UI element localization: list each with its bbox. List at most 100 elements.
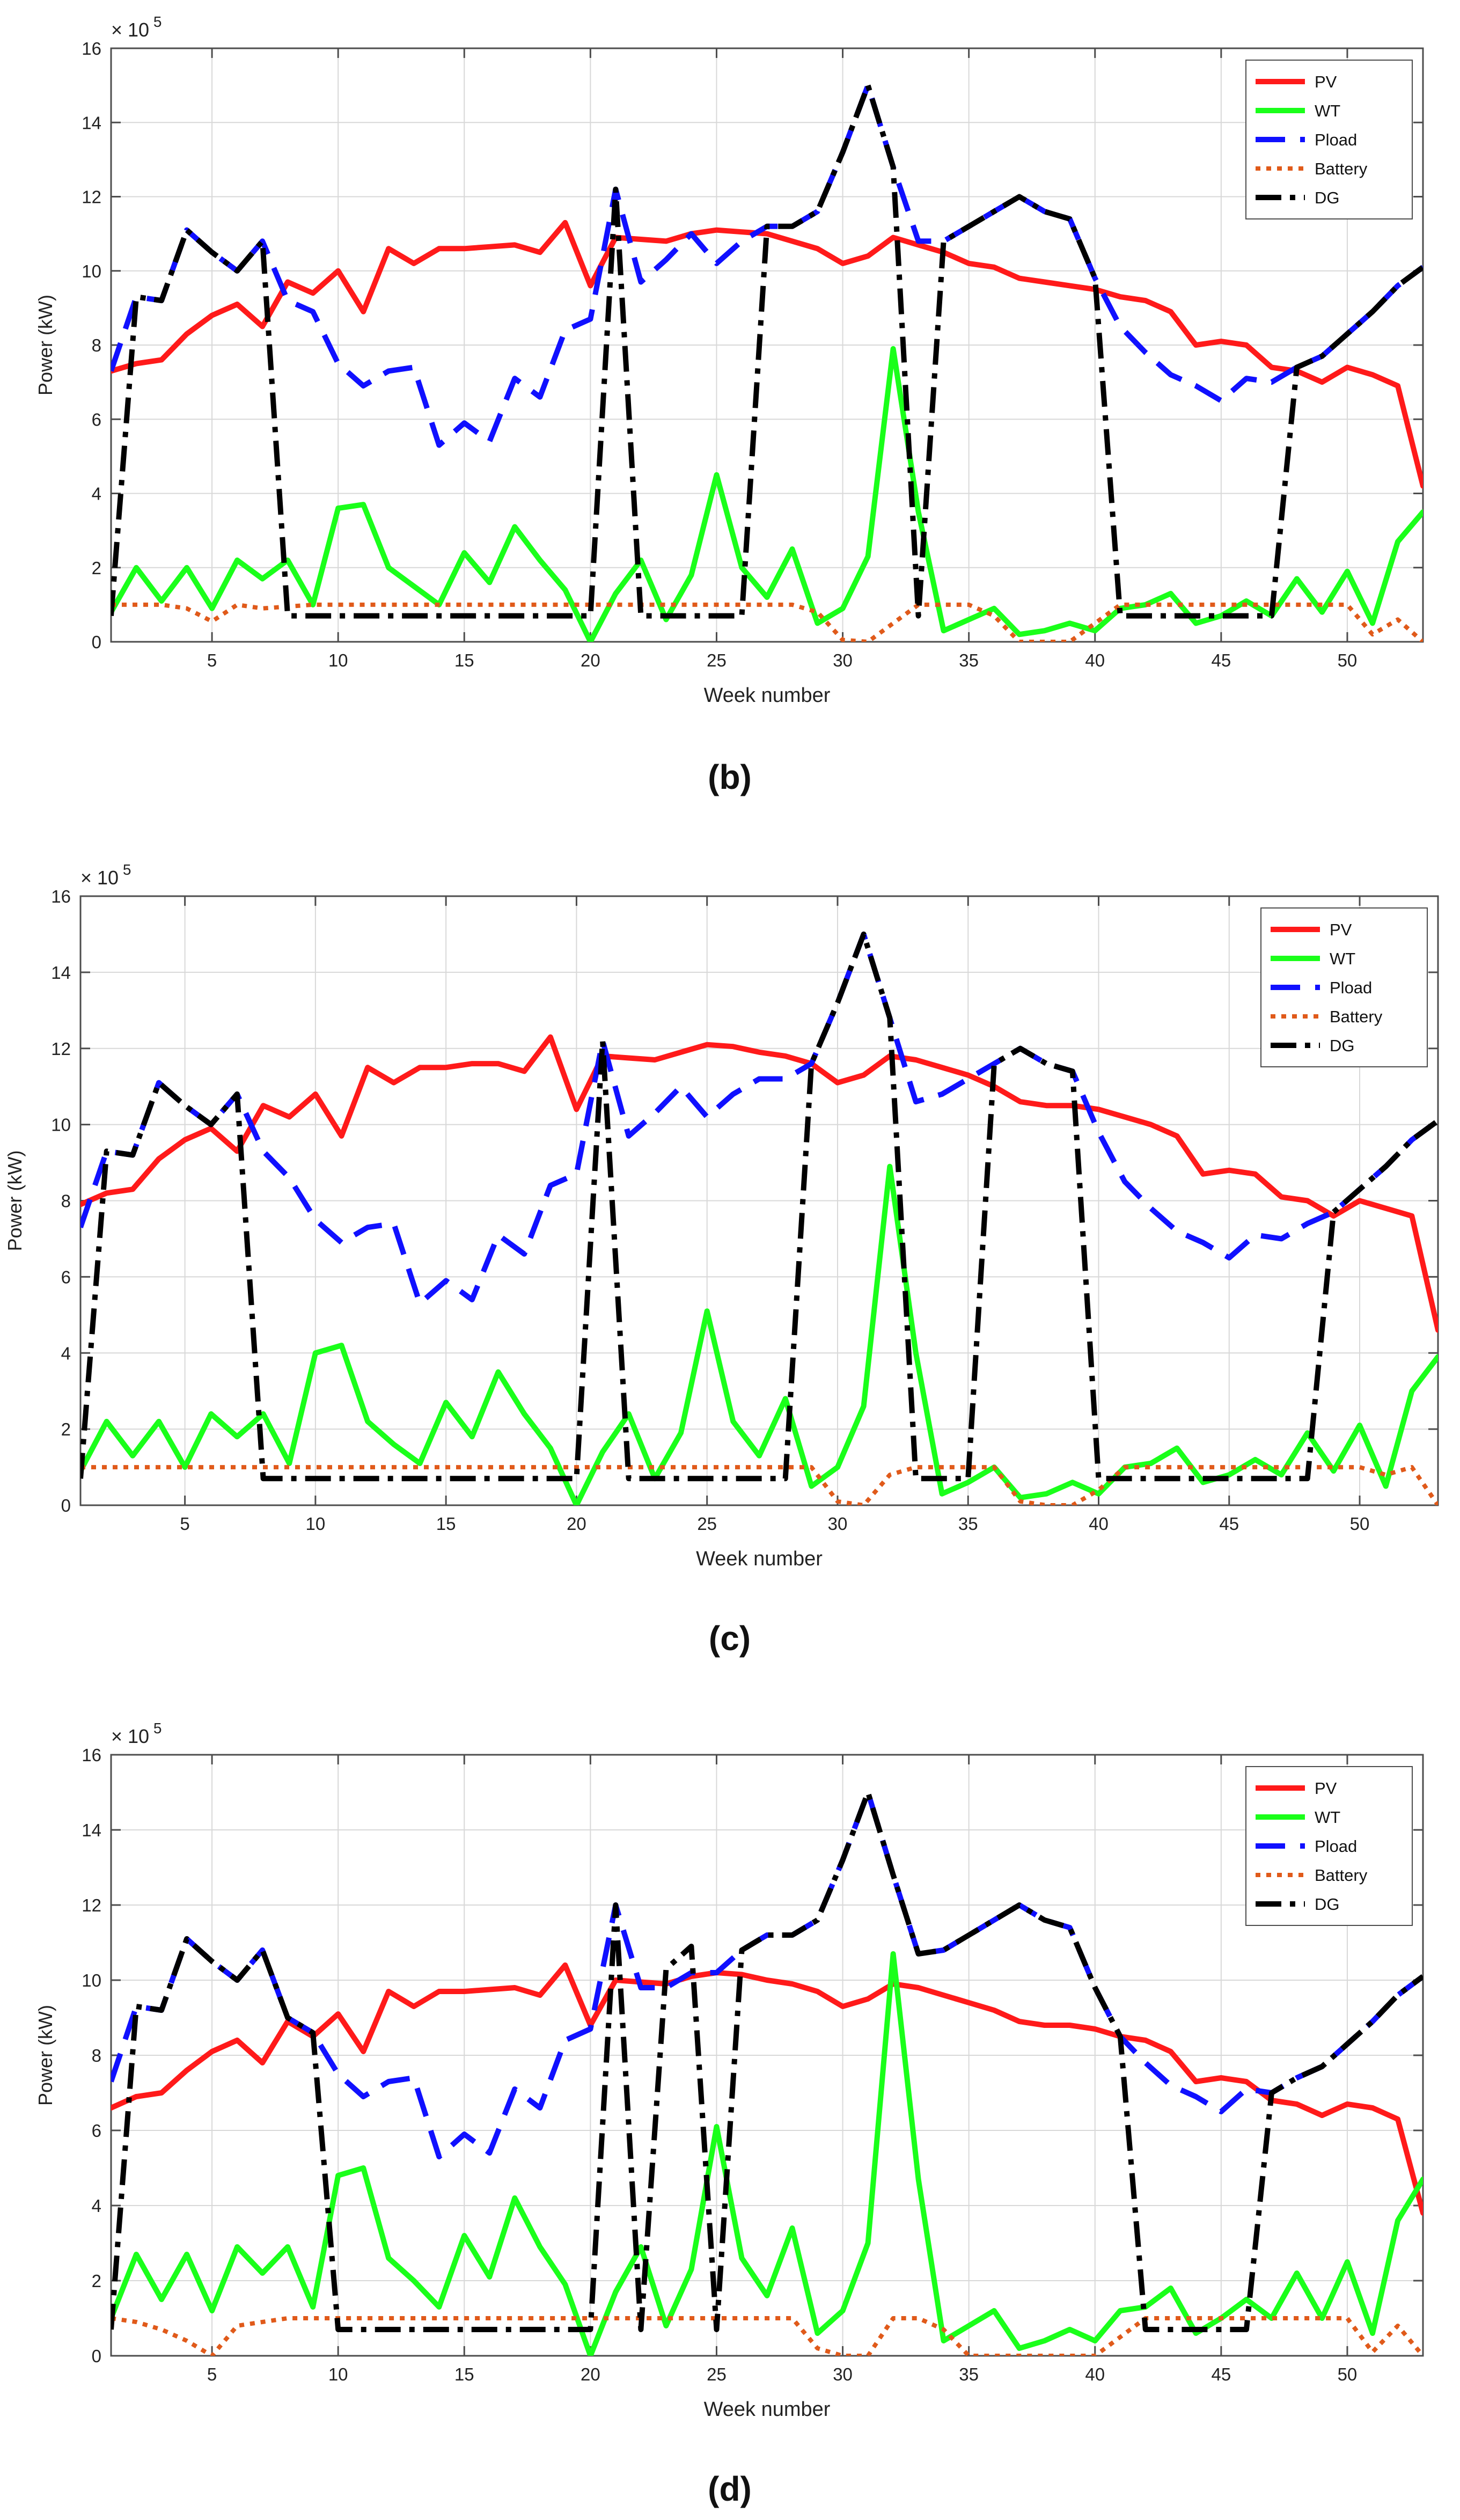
series-line-wt — [111, 346, 1423, 642]
legend: PV WT Pload Battery DG — [1245, 1766, 1413, 1926]
y-tick-label: 4 — [61, 1343, 71, 1363]
y-tick-label: 8 — [61, 1191, 71, 1211]
y-tick-label: 4 — [92, 484, 101, 504]
x-axis-label: Week number — [704, 684, 831, 707]
y-tick-label: 14 — [82, 113, 101, 133]
x-axis-label: Week number — [704, 2398, 831, 2421]
x-tick-label: 15 — [436, 1514, 456, 1534]
legend-pload-label: Pload — [1315, 130, 1357, 149]
x-tick-label: 35 — [959, 2364, 979, 2384]
panel-label: (d) — [708, 2470, 752, 2508]
legend-wt-label: WT — [1330, 949, 1355, 968]
chart-panel-d: 5 10 15 20 25 30 35 40 45 50 0 2 4 6 8 10 12 14 16 × 10 5 We… — [34, 1720, 1424, 2421]
panel-label: (b) — [708, 758, 752, 796]
legend: PV WT Pload Battery DG — [1260, 907, 1428, 1067]
x-tick-label: 10 — [328, 650, 348, 670]
series-line-dg — [80, 931, 1438, 1482]
y-tick-label: 2 — [92, 2271, 101, 2291]
y-tick-label: 0 — [61, 1496, 71, 1515]
y-axis-label: Power (kW) — [4, 1151, 26, 1251]
x-tick-label: 20 — [581, 2364, 600, 2384]
x-tick-label: 40 — [1085, 2364, 1105, 2384]
y-exponent-label: × 10 5 — [111, 13, 162, 41]
x-tick-label: 20 — [567, 1514, 586, 1534]
x-tick-label: 30 — [833, 650, 853, 670]
chart-panel-b: 5 10 15 20 25 30 35 40 45 50 0 2 4 6 8 10 12 14 16 × 10 5 We… — [34, 13, 1424, 707]
legend-pv-label: PV — [1315, 1779, 1337, 1798]
x-axis-label: Week number — [696, 1548, 823, 1570]
legend-dg-label: DG — [1315, 188, 1340, 207]
legend: PV WT Pload Battery DG — [1245, 60, 1413, 219]
y-tick-label: 16 — [51, 887, 71, 906]
series-line-battery — [111, 2316, 1423, 2356]
y-tick-label: 6 — [92, 409, 101, 429]
x-tick-label: 35 — [959, 650, 979, 670]
y-tick-label: 2 — [61, 1419, 71, 1439]
x-tick-label: 25 — [707, 650, 727, 670]
x-tick-label: 50 — [1338, 650, 1358, 670]
y-tick-label: 16 — [82, 1745, 101, 1765]
x-tick-label: 45 — [1219, 1514, 1239, 1534]
series-line-pv — [111, 219, 1423, 489]
y-tick-label: 10 — [51, 1115, 71, 1135]
y-tick-label: 14 — [82, 1820, 101, 1840]
x-tick-label: 15 — [454, 2364, 474, 2384]
panel-label: (c) — [709, 1619, 751, 1658]
y-tick-label: 14 — [51, 963, 71, 983]
y-exponent-label: × 10 5 — [80, 861, 131, 889]
series-line-pv — [111, 1962, 1423, 2216]
x-tick-label: 50 — [1338, 2364, 1358, 2384]
y-tick-label: 4 — [92, 2196, 101, 2216]
legend-battery-label: Battery — [1315, 159, 1368, 178]
series-line-pv — [80, 1034, 1438, 1333]
legend-battery-label: Battery — [1330, 1007, 1383, 1026]
x-tick-label: 10 — [328, 2364, 348, 2384]
series-lines — [80, 931, 1438, 1505]
x-tick-label: 30 — [828, 1514, 848, 1534]
x-tick-label: 10 — [306, 1514, 326, 1534]
x-tick-label: 45 — [1211, 650, 1231, 670]
legend-battery-label: Battery — [1315, 1866, 1368, 1885]
y-tick-label: 8 — [92, 2046, 101, 2065]
y-tick-label: 0 — [92, 632, 101, 652]
y-tick-label: 2 — [92, 558, 101, 578]
y-tick-label: 12 — [51, 1039, 71, 1059]
series-lines — [111, 83, 1423, 642]
x-tick-label: 35 — [958, 1514, 978, 1534]
legend-pv-label: PV — [1330, 920, 1352, 939]
x-tick-label: 50 — [1350, 1514, 1370, 1534]
legend-pload-label: Pload — [1315, 1837, 1357, 1856]
series-line-dg — [111, 83, 1423, 619]
y-tick-label: 10 — [82, 1970, 101, 1990]
y-tick-label: 12 — [82, 1895, 101, 1915]
x-tick-label: 5 — [207, 2364, 217, 2384]
x-tick-label: 45 — [1211, 2364, 1231, 2384]
series-line-battery — [111, 602, 1423, 642]
x-tick-label: 25 — [697, 1514, 717, 1534]
x-tick-label: 25 — [707, 2364, 727, 2384]
x-tick-label: 40 — [1089, 1514, 1109, 1534]
series-lines — [111, 1790, 1423, 2356]
x-tick-label: 30 — [833, 2364, 853, 2384]
chart-panel-c: 5 10 15 20 25 30 35 40 45 50 0 2 4 6 8 10 12 14 16 × 10 5 We… — [4, 861, 1439, 1570]
y-axis-label: Power (kW) — [34, 2005, 56, 2106]
legend-dg-label: DG — [1330, 1036, 1355, 1055]
y-tick-label: 12 — [82, 187, 101, 207]
y-tick-label: 8 — [92, 335, 101, 355]
y-tick-label: 16 — [82, 39, 101, 58]
x-tick-label: 15 — [454, 650, 474, 670]
series-line-pload — [111, 1790, 1423, 2159]
y-tick-label: 10 — [82, 261, 101, 281]
x-tick-label: 5 — [180, 1514, 189, 1534]
legend-wt-label: WT — [1315, 1808, 1340, 1827]
y-tick-label: 6 — [61, 1267, 71, 1287]
legend-wt-label: WT — [1315, 101, 1340, 120]
series-line-pload — [80, 931, 1438, 1306]
legend-dg-label: DG — [1315, 1895, 1340, 1914]
x-tick-label: 5 — [207, 650, 217, 670]
y-tick-label: 6 — [92, 2121, 101, 2141]
series-line-dg — [111, 1790, 1423, 2332]
legend-pv-label: PV — [1315, 72, 1337, 91]
y-axis-label: Power (kW) — [34, 295, 56, 395]
